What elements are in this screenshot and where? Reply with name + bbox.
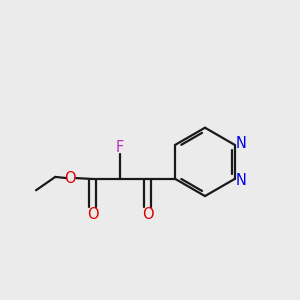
Text: O: O: [64, 171, 75, 186]
Text: F: F: [116, 140, 124, 155]
Text: O: O: [142, 207, 154, 222]
Text: N: N: [236, 173, 247, 188]
Text: O: O: [87, 207, 98, 222]
Text: N: N: [236, 136, 247, 151]
